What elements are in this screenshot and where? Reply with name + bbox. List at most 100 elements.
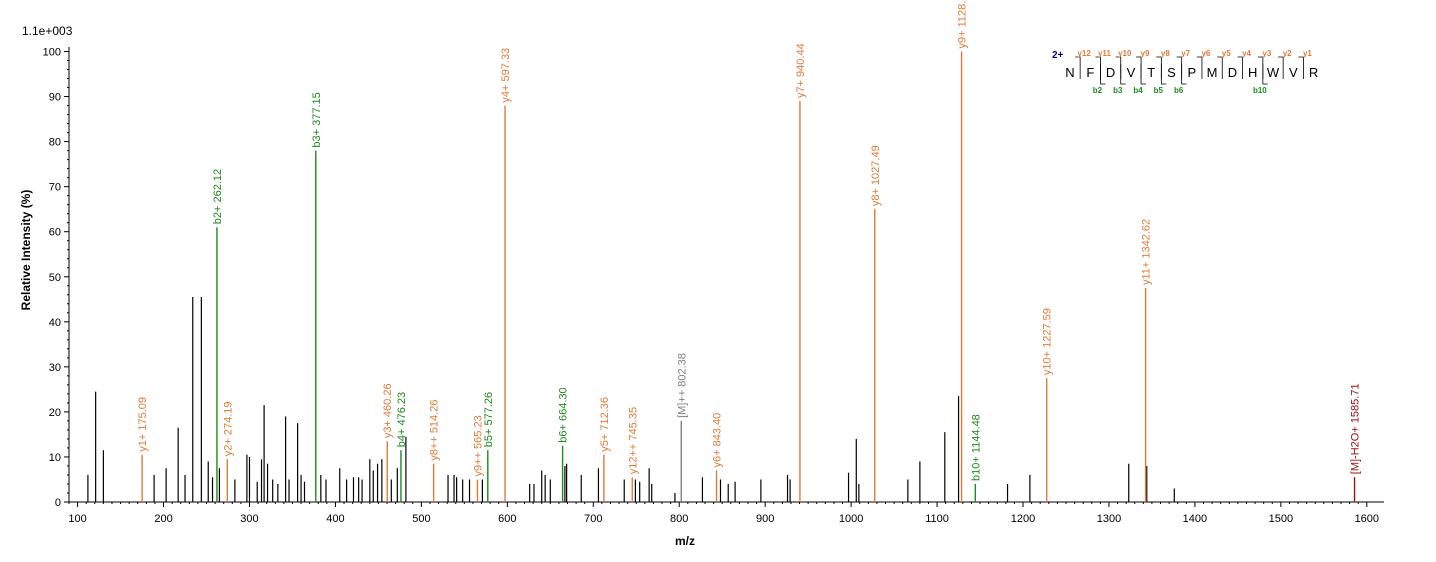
b-ion-label: b2 [1093,86,1103,95]
x-tick-label: 700 [584,513,602,525]
y-ion-bracket [1176,56,1183,79]
b-ion-bracket [1140,64,1147,85]
peak-label: b2+ 262.12 [212,169,224,224]
y-ion-label: y7 [1181,49,1190,58]
peak-label: y2+ 274.19 [222,401,234,456]
b-ion-bracket [1262,64,1268,85]
y-axis-title: Relative Intensity (%) [19,190,33,311]
peak-label: b4+ 476.23 [396,392,408,447]
peak-label: b10+ 1144.48 [970,414,982,481]
y-tick-label: 20 [49,407,61,419]
x-tick-label: 400 [326,513,344,525]
y-ion-label: y9 [1141,49,1150,58]
sequence-residue: V [1289,65,1298,80]
y-tick-label: 0 [55,497,61,509]
b-ion-bracket [1120,64,1126,85]
y-ion-bracket [1115,56,1122,79]
peak-label: [M]++ 802.38 [676,353,688,418]
x-tick-label: 1300 [1097,513,1121,525]
x-tick-label: 1200 [1011,513,1035,525]
peaks [87,51,1356,502]
peak-label: y12++ 745.35 [627,407,639,474]
sequence-residue: D [1228,65,1237,80]
sequence-residue: P [1187,65,1196,80]
x-tick-label: 300 [240,513,258,525]
y-ion-label: y5 [1222,49,1231,58]
b-ion-label: b10 [1253,86,1267,95]
x-tick-label: 1400 [1183,513,1207,525]
charge-state-label: 2+ [1052,50,1064,61]
y-tick-label: 80 [49,137,61,149]
peak-label: y8++ 514.26 [429,400,441,461]
y-ion-label: y12 [1077,49,1091,58]
x-axis-title: m/z [675,534,695,548]
x-tick-label: 1500 [1269,513,1293,525]
peak-label: y7+ 940.44 [795,43,807,98]
peak-label: y3+ 460.26 [382,383,394,438]
sequence-residue: M [1207,65,1218,80]
y-ion-bracket [1196,56,1203,79]
sequence-residue: D [1106,65,1115,80]
y-tick-label: 50 [49,272,61,284]
y-ion-bracket [1278,56,1284,79]
x-tick-label: 1600 [1355,513,1379,525]
y-tick-label: 90 [49,92,61,104]
peak-labels: y1+ 175.09 b2+ 262.12 y2+ 274.19 b3+ 377.15… [137,0,1361,481]
y-ion-bracket [1156,56,1162,79]
b-ion-label: b6 [1174,86,1184,95]
x-tick-label: 100 [68,513,86,525]
sequence-residue: S [1167,65,1176,80]
peak-label: y10+ 1227.59 [1042,308,1054,375]
y-tick-label: 70 [49,182,61,194]
peak-label: b3+ 377.15 [311,92,323,147]
peak-label: y1+ 175.09 [137,397,149,452]
y-ion-label: y3 [1262,49,1271,58]
y-ion-bracket [1136,56,1142,79]
x-tick-label: 1000 [839,513,863,525]
peak-label: b6+ 664.30 [558,387,570,442]
peak-label: [M]-H2O+ 1585.71 [1350,383,1362,474]
y-ion-label: y11 [1098,49,1111,58]
sequence-residue: V [1127,65,1136,80]
peak-label: y9++ 565.23 [472,415,484,476]
y-ion-bracket [1298,56,1304,79]
sequence-residue: N [1065,65,1074,80]
y-ion-bracket [1095,56,1101,79]
y-ion-bracket [1075,56,1081,79]
y-ion-label: y6 [1201,49,1210,58]
y-ion-label: y10 [1118,49,1132,58]
x-tick-label: 900 [756,513,774,525]
axes: 100 200 300 400 500 600 700 800 900 1000 1100 1200 1… [43,47,1384,525]
y-tick-label: 100 [43,47,61,59]
y-tick-label: 60 [49,227,61,239]
sequence-residue: H [1248,65,1257,80]
y-ion-bracket [1217,56,1223,79]
peak-label: y5+ 712.36 [599,397,611,452]
y-ion-label: y8 [1161,49,1170,58]
peak-label: y8+ 1027.49 [870,145,882,206]
sequence-residue: F [1086,65,1094,80]
b-ion-label: b3 [1113,86,1123,95]
b-ion-bracket [1181,64,1187,85]
x-tick-label: 500 [412,513,430,525]
y-ion-bracket [1237,56,1243,79]
x-tick-label: 600 [498,513,516,525]
y-tick-label: 30 [49,362,61,374]
sequence-residue: T [1147,65,1155,80]
scale-label: 1.1e+003 [22,24,73,38]
b-ion-label: b5 [1154,86,1164,95]
peak-label: b5+ 577.26 [483,392,495,447]
b-ion-bracket [1100,64,1106,85]
y-tick-label: 40 [49,317,61,329]
y-tick-label: 10 [49,452,61,464]
y-ion-label: y2 [1283,49,1292,58]
y-ion-bracket [1257,56,1264,79]
y-ion-label: y4 [1242,49,1251,58]
b-ion-label: b4 [1133,86,1143,95]
x-tick-label: 800 [670,513,688,525]
peak-label: y9+ 1128.51 [957,0,969,49]
peak-label: y6+ 843.40 [712,413,724,468]
x-tick-label: 1100 [925,513,949,525]
